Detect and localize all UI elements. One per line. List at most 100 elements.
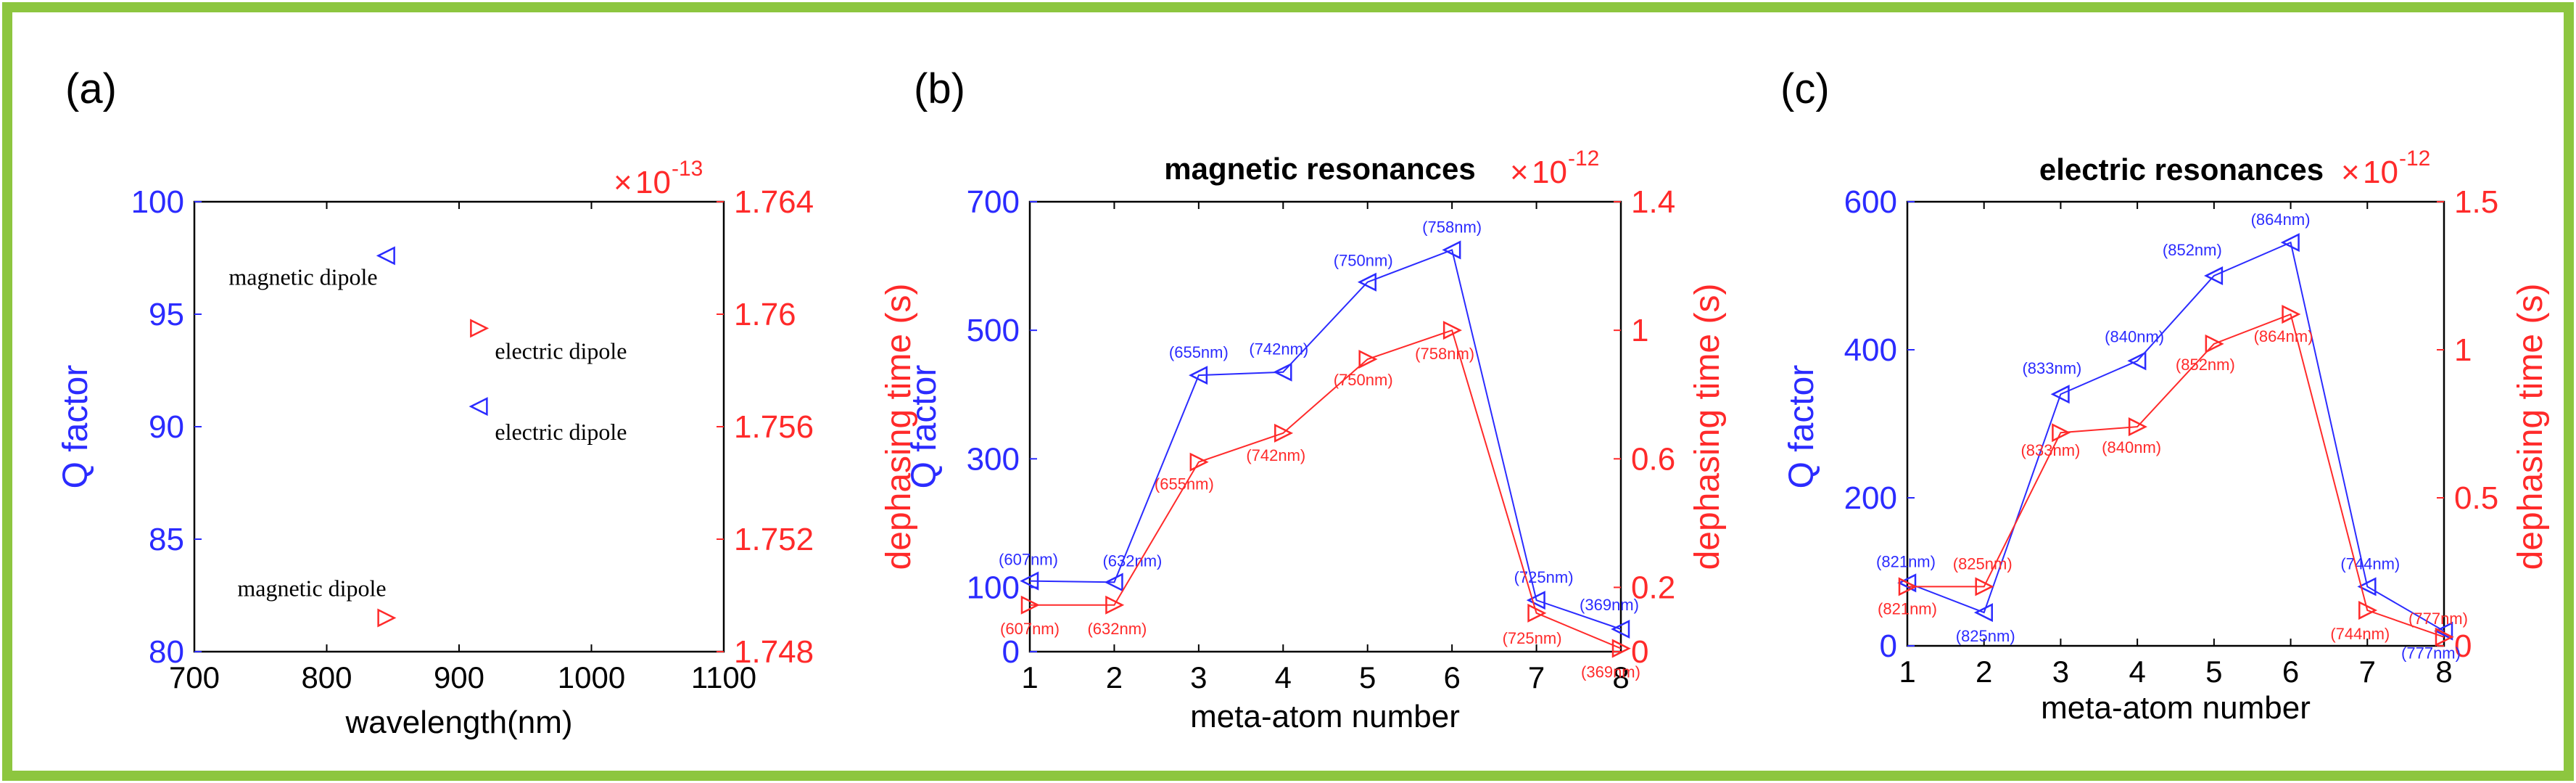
exponent-prefix-a: × [614,165,632,200]
x-tick-label: 3 [1190,660,1207,694]
dephasing-point-label: (655nm) [1155,475,1214,493]
dephasing-point-label: (833nm) [2020,441,2080,459]
exponent-power-c: -12 [2399,147,2430,171]
q-point-label: (825nm) [1956,627,2015,645]
dephasing-point-label: (825nm) [1953,554,2012,573]
dephasing-line [1907,313,2445,638]
q-point-label: (632nm) [1102,552,1162,570]
dephasing-point [2358,601,2378,620]
y-left-tick-label: 500 [967,313,1020,348]
x-tick-label: 7 [1528,660,1545,694]
dephasing-point [1105,595,1125,615]
q-factor-point [2434,621,2453,641]
dephasing-point-label: (852nm) [2176,356,2235,374]
dephasing-point-label: (725nm) [1503,629,1562,647]
dephasing-point-label: (840nm) [2102,438,2161,456]
x-axis-label-b: meta-atom number [1190,699,1460,734]
panel-label-a: (a) [65,65,117,112]
dephasing-point-label: (369nm) [1581,663,1640,681]
y-left-tick-label: 700 [967,184,1020,220]
dephasing-point-label: (742nm) [1246,446,1305,464]
y-left-tick-label: 100 [967,570,1020,605]
y-left-tick-label: 95 [149,297,184,332]
y-right-label-c: dephasing time (s) [2511,284,2550,570]
point-annotation: magnetic dipole [228,263,377,290]
x-tick-label: 4 [1275,660,1292,694]
x-tick-label: 1100 [691,660,756,694]
exponent-a: × 10 -13 [614,157,703,200]
dephasing-point-label: (750nm) [1334,371,1393,389]
q-factor-point [2050,385,2070,404]
dephasing-line [1030,329,1622,649]
x-tick-label: 700 [169,660,220,694]
x-axis-label-a: wavelength(nm) [344,705,572,740]
y-right-tick-label: 1.4 [1631,184,1675,220]
dephasing-point [377,608,397,628]
q-factor-point [1973,603,1993,623]
panel-label-b: (b) [914,65,965,112]
q-point-label: (777nm) [2401,644,2461,663]
dephasing-point [2205,334,2224,353]
y-left-tick-label: 100 [131,184,184,220]
q-factor-point [376,246,395,266]
q-factor-point [1357,272,1376,292]
q-point-label: (607nm) [999,551,1058,569]
y-right-tick-label: 0.6 [1631,441,1675,477]
dephasing-point-label: (744nm) [2330,625,2390,643]
dephasing-point [1358,349,1378,369]
exponent-base-b: 10 [1532,155,1567,190]
x-tick-label: 6 [2282,655,2299,689]
y-right-tick-label: 1.5 [2454,184,2498,220]
q-factor-point [468,397,488,417]
panel-label-c: (c) [1780,65,1830,112]
q-factor-point [1526,591,1545,610]
y-left-label-a: Q factor [57,365,95,489]
y-right-tick-label: 1 [2454,332,2472,368]
dephasing-point [1898,577,1917,597]
dephasing-point-label: (777nm) [2408,610,2468,628]
dephasing-point [2052,423,2071,443]
x-tick-label: 1 [1021,660,1038,694]
dephasing-point-label: (821nm) [1878,599,1937,618]
y-right-tick-label: 1.76 [734,297,796,332]
y-right-label-b: dephasing time (s) [1688,284,1727,570]
q-factor-line [1907,241,2445,632]
ticks-a: 700 800 900 1000 1100 80 85 90 95 100 1.748 1.752 1.… [131,184,814,694]
y-left-tick-label: 400 [1844,332,1897,368]
x-tick-label: 1 [1899,655,1915,689]
panel-c: (c) electric resonances meta-atom number… [1780,65,2550,726]
y-right-tick-label: 0.5 [2454,480,2498,516]
exponent-prefix-b: × [1510,155,1529,190]
x-tick-label: 5 [1359,660,1376,694]
y-left-tick-label: 80 [149,634,184,670]
q-factor-point [2357,577,2377,597]
exponent-base-a: 10 [635,165,671,200]
x-tick-label: 2 [1976,655,1992,689]
dephasing-point [470,319,490,338]
y-right-tick-label: 1.756 [734,409,814,445]
y-right-tick-label: 1.752 [734,522,814,557]
dephasing-point [2435,627,2454,647]
y-left-tick-label: 0 [1880,628,1897,664]
x-tick-label: 8 [2435,655,2452,689]
q-factor-point [2280,233,2300,253]
q-factor-point [1104,573,1123,592]
q-factor-point [1442,240,1461,260]
panel-a: (a) wavelength(nm) Q factor dephasing ti… [57,65,918,740]
dephasing-point [1442,321,1462,340]
q-point-label: (821nm) [1876,552,1936,570]
q-point-label: (840nm) [2105,327,2164,345]
plot-area-b [1028,200,1622,653]
q-factor-point [1611,619,1630,639]
dephasing-point-label: (758nm) [1415,345,1474,363]
q-point-label: (369nm) [1580,596,1639,614]
x-tick-label: 800 [301,660,352,694]
dephasing-point [1274,423,1294,443]
chart-title-c: electric resonances [2039,152,2324,186]
y-left-label-c: Q factor [1783,365,1821,489]
exponent-prefix-c: × [2341,155,2360,190]
